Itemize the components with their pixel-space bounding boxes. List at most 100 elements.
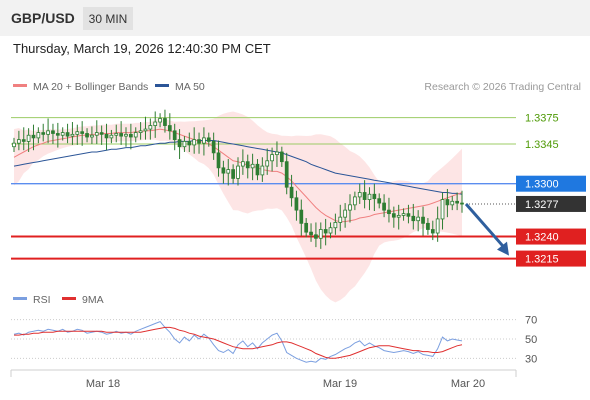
ma50-legend-label: MA 50	[175, 81, 205, 93]
candle-body	[426, 222, 430, 230]
candle-body	[372, 193, 377, 200]
candle-body	[177, 139, 182, 148]
bollinger-band	[14, 111, 462, 303]
candle-body	[455, 200, 459, 204]
candle-body	[51, 130, 55, 134]
candle-body	[304, 222, 309, 233]
x-tick-label: Mar 19	[323, 378, 357, 390]
x-tick-label: Mar 18	[86, 378, 120, 390]
ma20-legend-label: MA 20 + Bollinger Bands	[33, 81, 148, 93]
candle-body	[133, 132, 138, 138]
rsi-ma-line	[14, 326, 463, 359]
rsi-ma-legend-label: 9MA	[82, 294, 104, 306]
candle-body	[265, 160, 270, 167]
x-axis: Mar 18 Mar 19 Mar 20	[86, 378, 485, 390]
candle-body	[255, 163, 260, 176]
candle-body	[411, 215, 416, 222]
candle-body	[216, 152, 221, 169]
candle-body	[60, 132, 65, 136]
candle-body	[260, 165, 265, 176]
candle-body	[26, 134, 31, 142]
candle-body	[362, 192, 367, 200]
candle-body	[226, 169, 231, 174]
candle-body	[440, 199, 445, 220]
candle-body	[221, 167, 226, 174]
datetime-label: Thursday, March 19, 2026 12:40:30 PM CET	[13, 41, 271, 56]
support-label-bg	[516, 250, 586, 267]
current-label: 1.3277	[525, 199, 559, 211]
candle-body	[367, 193, 372, 200]
candle-body	[314, 234, 318, 239]
rsi-tick-label: 50	[525, 334, 537, 346]
candle-body	[138, 130, 143, 133]
candle-body	[353, 196, 357, 206]
current-label-bg	[516, 195, 586, 212]
candle-body	[99, 132, 104, 135]
candle-body	[124, 133, 128, 137]
candle-body	[31, 134, 36, 139]
candle-body	[294, 197, 299, 211]
candle-body	[211, 141, 216, 154]
candle-body	[318, 229, 323, 239]
candle-body	[197, 139, 201, 144]
candle-body	[46, 130, 50, 135]
resistance-label: 1.3345	[525, 139, 559, 151]
rsi-ma-legend-swatch	[62, 297, 76, 300]
candle-body	[65, 132, 70, 137]
candle-body	[143, 128, 148, 132]
pivot-label: 1.3300	[525, 179, 559, 191]
candle-body	[387, 209, 391, 215]
candle-body	[309, 231, 313, 236]
credit-label: Research © 2026 Trading Central	[424, 81, 581, 93]
candle-body	[85, 133, 89, 138]
candle-body	[338, 216, 343, 223]
candle-body	[129, 133, 133, 138]
candle-body	[202, 137, 206, 144]
ma50-legend-swatch	[155, 84, 169, 87]
timeframe-badge[interactable]	[83, 7, 133, 30]
support-label: 1.3215	[525, 254, 559, 266]
candle-body	[435, 218, 440, 234]
candle-body	[450, 200, 455, 206]
candle-body	[231, 169, 235, 179]
candle-body	[284, 161, 289, 188]
candle-body	[279, 151, 284, 163]
candle-body	[421, 216, 425, 224]
candle-body	[158, 118, 162, 123]
candle-body	[236, 165, 240, 179]
candle-body	[187, 141, 192, 146]
candle-body	[460, 202, 464, 205]
candle-body	[348, 204, 352, 211]
candle-body	[17, 139, 21, 144]
candle-body	[328, 227, 333, 234]
candle-body	[270, 154, 274, 162]
candle-body	[343, 209, 347, 218]
rsi-legend-swatch	[13, 297, 27, 300]
rsi-tick-label: 70	[525, 315, 537, 327]
symbol-title: GBP/USD	[11, 10, 75, 26]
candle-body	[406, 213, 411, 217]
candle-body	[167, 125, 172, 132]
candle-body	[172, 130, 177, 141]
candle-body	[153, 121, 158, 126]
candle-body	[104, 133, 109, 139]
timeframe-label: 30 MIN	[89, 12, 128, 26]
rsi-tick-label: 30	[525, 353, 537, 365]
candle-body	[357, 192, 362, 198]
ma20-legend-swatch	[13, 84, 27, 87]
support-label: 1.3240	[525, 232, 559, 244]
candle-body	[391, 213, 396, 218]
candle-body	[250, 163, 255, 169]
candle-body	[36, 132, 41, 139]
candle-body	[75, 131, 80, 135]
candle-body	[114, 133, 119, 136]
candle-body	[275, 151, 279, 156]
candle-body	[41, 132, 46, 135]
candle-body	[90, 134, 94, 138]
projection-arrow	[464, 202, 508, 251]
candle-body	[80, 131, 85, 134]
candle-body	[206, 137, 211, 142]
candle-body	[382, 202, 386, 211]
x-tick-label: Mar 20	[451, 378, 485, 390]
